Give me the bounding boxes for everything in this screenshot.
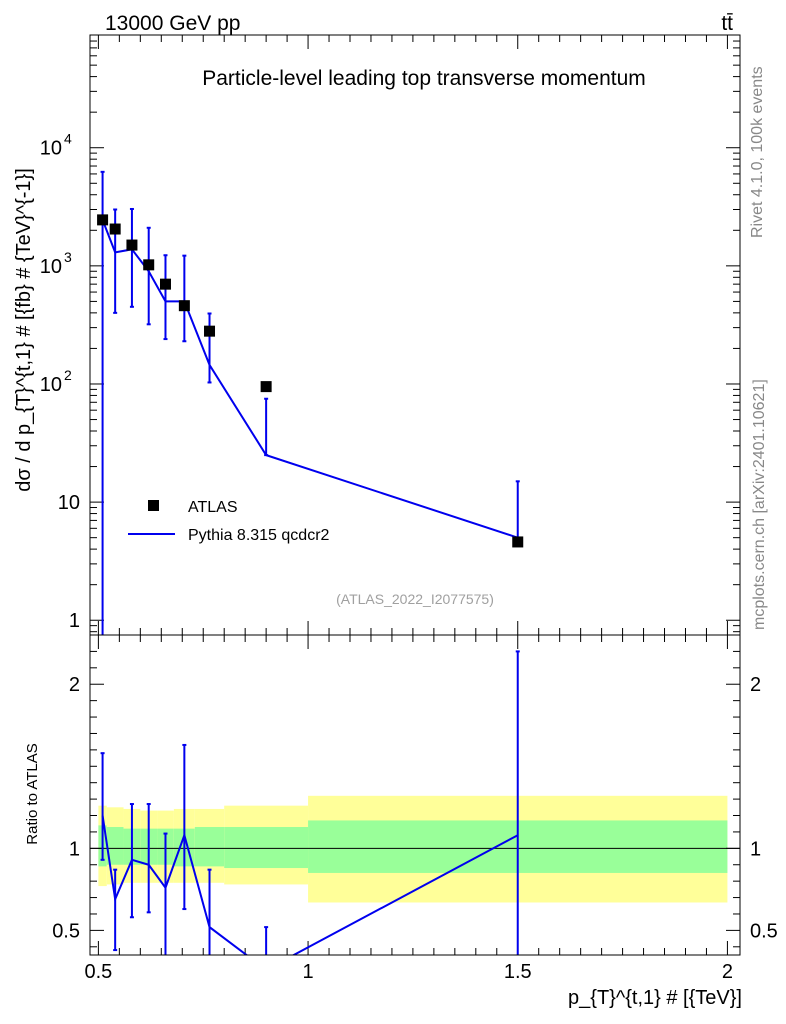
atlas-data-point xyxy=(512,536,524,548)
y-tick-label: 10 xyxy=(40,256,62,278)
main-frame xyxy=(89,34,741,636)
y-tick-label: 10 xyxy=(58,492,80,514)
x-axis-label: p_{T}^{t,1} # [{TeV}] xyxy=(568,987,742,1009)
y-tick-label-exponent: 4 xyxy=(64,131,72,147)
legend: ATLAS Pythia 8.315 qcdcr2 xyxy=(128,499,330,544)
legend-atlas-marker xyxy=(148,500,159,511)
main-y-axis-label: dσ / d p_{T}^{t,1} # [{fb} # {TeV}^{-1}] xyxy=(13,168,35,492)
ratio-panel: 0.5 0.51 12 2 0.5 1 1.5 2 Ratio to ATLAS p_{T}… xyxy=(24,634,778,1009)
atlas-data-point xyxy=(97,214,109,226)
atlas-data-point xyxy=(260,381,272,393)
ratio-y-tick-label-left: 0.5 xyxy=(52,920,80,942)
atlas-data-point xyxy=(204,325,216,337)
legend-pythia-label: Pythia 8.315 qcdcr2 xyxy=(188,527,330,544)
atlas-data-point xyxy=(126,239,138,251)
ratio-green-band xyxy=(194,827,225,867)
main-title: Particle-level leading top transverse mo… xyxy=(202,67,646,90)
ratio-uncertainty-bands xyxy=(98,795,728,903)
y-tick-label-exponent: 2 xyxy=(64,367,72,383)
rivet-version-label: Rivet 4.1.0, 100k events xyxy=(749,66,766,238)
atlas-data-point xyxy=(109,223,121,235)
atlas-series xyxy=(97,214,524,548)
ratio-frame xyxy=(89,634,741,956)
ratio-y-axis-label: Ratio to ATLAS xyxy=(24,743,41,844)
atlas-data-point xyxy=(159,278,171,290)
ratio-mc-series xyxy=(100,650,520,955)
x-tick-labels: 0.5 1 1.5 2 xyxy=(84,961,733,983)
atlas-data-point xyxy=(143,259,155,271)
y-tick-label: 10 xyxy=(40,138,62,160)
ratio-green-band xyxy=(224,827,309,869)
x-tick-label: 2 xyxy=(722,961,733,983)
mc-series xyxy=(100,170,520,635)
main-axis-ticks xyxy=(90,34,740,635)
ratio-y-tick-label-left: 2 xyxy=(69,674,80,696)
y-tick-label: 1 xyxy=(69,610,80,632)
mcplots-label: mcplots.cern.ch [arXiv:2401.10621] xyxy=(751,379,768,630)
process-label: tt̄ xyxy=(721,12,733,35)
x-tick-label: 0.5 xyxy=(84,961,112,983)
ratio-y-tick-label-left: 1 xyxy=(69,838,80,860)
ratio-axis-ticks xyxy=(90,635,740,955)
collision-label: 13000 GeV pp xyxy=(105,12,240,35)
analysis-watermark: (ATLAS_2022_I2077575) xyxy=(336,591,494,607)
atlas-data-point xyxy=(178,300,190,312)
y-tick-label-exponent: 3 xyxy=(64,249,72,265)
legend-atlas-label: ATLAS xyxy=(188,499,238,516)
y-tick-label: 10 xyxy=(40,374,62,396)
ratio-green-band xyxy=(106,827,124,865)
x-tick-label: 1.5 xyxy=(504,961,532,983)
ratio-y-tick-label-right: 1 xyxy=(750,838,761,860)
ratio-y-tick-labels: 0.5 0.5 1 1 2 2 xyxy=(52,674,778,942)
ratio-y-tick-label-right: 0.5 xyxy=(750,920,778,942)
ratio-y-tick-label-right: 2 xyxy=(750,674,761,696)
x-tick-label: 1 xyxy=(303,961,314,983)
